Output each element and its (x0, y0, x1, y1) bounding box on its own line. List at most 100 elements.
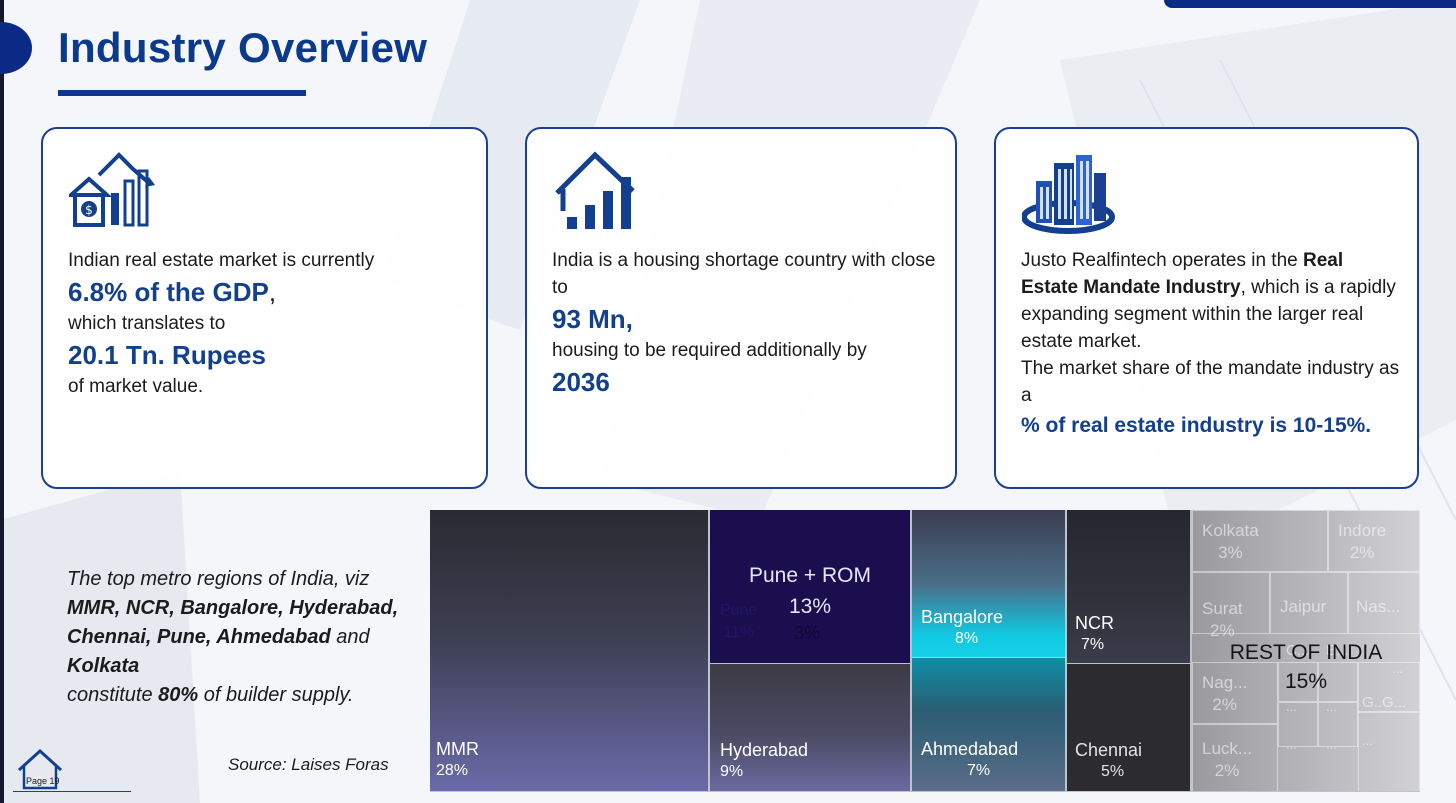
rest-grid-small-e (1358, 662, 1420, 712)
ncr-label: NCR (1075, 613, 1114, 633)
city-buildings-icon (1022, 155, 1115, 234)
mmr-pct: 28% (436, 762, 469, 779)
rest-of-india-label: REST OF INDIA (1229, 641, 1383, 664)
luck-pct: 2% (1214, 761, 1240, 780)
surat-label: Surat (1202, 599, 1243, 618)
note-outro: of builder supply. (198, 684, 354, 706)
treemap-cell-pune-rom: Pune 11% 3% Pune + ROM 13% (710, 510, 912, 664)
treemap-cell-hyderabad: Hyderabad 9% (710, 664, 912, 792)
ellipsis-b: ... (1326, 699, 1337, 714)
mandate-industry-name: Real Estate Mandate Industry (1021, 250, 1344, 298)
home-logo-icon (17, 748, 63, 790)
house-growth-chart-icon: $ (69, 152, 155, 227)
rest-grid-luck (1192, 724, 1278, 791)
ncr-pct: 7% (1081, 636, 1105, 653)
jaipur-label: Jaipur (1280, 597, 1327, 616)
svg-text:$: $ (85, 203, 93, 217)
gdp-comma: , (268, 277, 277, 307)
treemap-cell-rest-of-india: Kolkata 3% Indore 2% Surat 2% Jaipur Nas...… (1192, 510, 1420, 792)
page-number-line (13, 791, 131, 792)
chennai-label: Chennai (1075, 740, 1143, 760)
rom-pct: 3% (794, 623, 821, 643)
house-bar-chart-icon (555, 151, 635, 229)
mandate-share-value: % of real estate industry is 10-15%. (1021, 414, 1372, 437)
bangalore-pct: 8% (955, 630, 979, 647)
rest-grid-kolkata (1192, 510, 1328, 572)
shortage-year: 2036 (552, 367, 610, 397)
shortage-value: 93 Mn, (552, 304, 633, 334)
surat-pct: 2% (1210, 621, 1235, 640)
pune-pct: 11% (723, 624, 755, 641)
title-underline (58, 90, 306, 96)
note-constitute: constitute (67, 684, 159, 706)
page-number: Page 19 (26, 776, 60, 786)
mandate-description: Justo Realfintech operates in the Real E… (1021, 247, 1403, 355)
treemap-cell-chennai: Chennai 5% (1067, 664, 1192, 792)
kolkata-pct: 3% (1218, 543, 1243, 562)
ellipsis-f: ... (1362, 733, 1373, 748)
rest-grid-surat (1192, 572, 1270, 634)
gdp-share-value: 6.8% of the GDP (68, 277, 269, 307)
note-regions: MMR, NCR, Bangalore, Hyderabad, Chennai,… (67, 597, 399, 648)
shortage-required: housing to be required additionally by (552, 340, 867, 361)
chennai-pct: 5% (1101, 763, 1125, 780)
market-value: 20.1 Tn. Rupees (68, 340, 266, 370)
rest-of-india-pct: 15% (1284, 670, 1328, 693)
rest-grid-small-b (1318, 662, 1358, 702)
treemap-cell-mmr: MMR 28% (430, 510, 710, 792)
indore-label: Indore (1338, 521, 1387, 540)
mandate-industry-card: Justo Realfintech operates in the Real E… (994, 127, 1419, 489)
nag-pct: 2% (1212, 695, 1237, 714)
ellipsis-c: ... (1286, 737, 1297, 752)
mandate-prefix: Justo Realfintech operates in the (1021, 250, 1304, 271)
pune-rom-label: Pune + ROM (749, 564, 871, 587)
note-and: and (330, 626, 370, 648)
ellipsis-d: ... (1326, 737, 1337, 752)
mandate-share-intro: The market share of the mandate industry… (1021, 358, 1400, 406)
builder-supply-note: The top metro regions of India, viz MMR,… (67, 565, 427, 710)
gdp-card: $ Indian real estate market is currently… (41, 127, 488, 489)
rest-grid-small-c (1278, 702, 1318, 747)
luck-label: Luck... (1202, 739, 1253, 758)
ellipsis-e: ... (1392, 661, 1403, 676)
b-small-label: B... (1326, 642, 1349, 659)
market-value-suffix: of market value. (68, 376, 204, 397)
hyderabad-label: Hyderabad (720, 740, 809, 760)
bangalore-label: Bangalore (921, 607, 1004, 627)
treemap-cell-ahmedabad: Ahmedabad 7% (912, 658, 1067, 792)
pune-label: Pune (720, 602, 758, 619)
rest-grid-jaipur (1270, 572, 1348, 634)
nas-label: Nas... (1356, 597, 1401, 616)
mmr-label: MMR (436, 739, 479, 759)
nag-label: Nag... (1202, 673, 1248, 692)
rest-grid-nas (1348, 572, 1420, 634)
g-small-label: G..G... (1362, 694, 1407, 711)
page-title: Industry Overview (58, 24, 428, 71)
indore-pct: 2% (1349, 543, 1375, 562)
pune-rom-pct: 13% (788, 595, 832, 618)
title-bullet (0, 22, 32, 74)
rest-grid-nag (1192, 662, 1278, 724)
mandate-suffix: , which is a rapidly expanding segment w… (1021, 277, 1396, 352)
ahmedabad-label: Ahmedabad (921, 739, 1019, 759)
ahmedabad-pct: 7% (967, 762, 991, 779)
rest-grid-small-d (1318, 702, 1358, 747)
c-small-label: C... (1286, 642, 1310, 659)
hyderabad-pct: 9% (720, 763, 744, 780)
gdp-translates: which translates to (68, 313, 226, 334)
left-edge-line (0, 0, 4, 803)
builder-supply-treemap: MMR 28% Pune 11% 3% Pune + ROM 13% Hyderaba… (430, 510, 1420, 792)
note-percent: 80% (158, 684, 199, 706)
top-accent-bar (1164, 0, 1456, 8)
ellipsis-a: ... (1286, 699, 1297, 714)
gdp-intro: Indian real estate market is currently (68, 250, 375, 271)
treemap-cell-bangalore: Bangalore 8% (912, 510, 1067, 658)
kolkata-label: Kolkata (1202, 521, 1259, 540)
rest-grid-small-f (1358, 712, 1420, 791)
shortage-intro: India is a housing shortage country with… (552, 250, 936, 298)
treemap-cell-ncr: NCR 7% (1067, 510, 1192, 664)
source-text: Source: Laises Foras (228, 755, 389, 774)
housing-shortage-card: India is a housing shortage country with… (525, 127, 957, 489)
rest-grid-small-a (1278, 662, 1318, 702)
note-region-kolkata: Kolkata (67, 655, 140, 677)
